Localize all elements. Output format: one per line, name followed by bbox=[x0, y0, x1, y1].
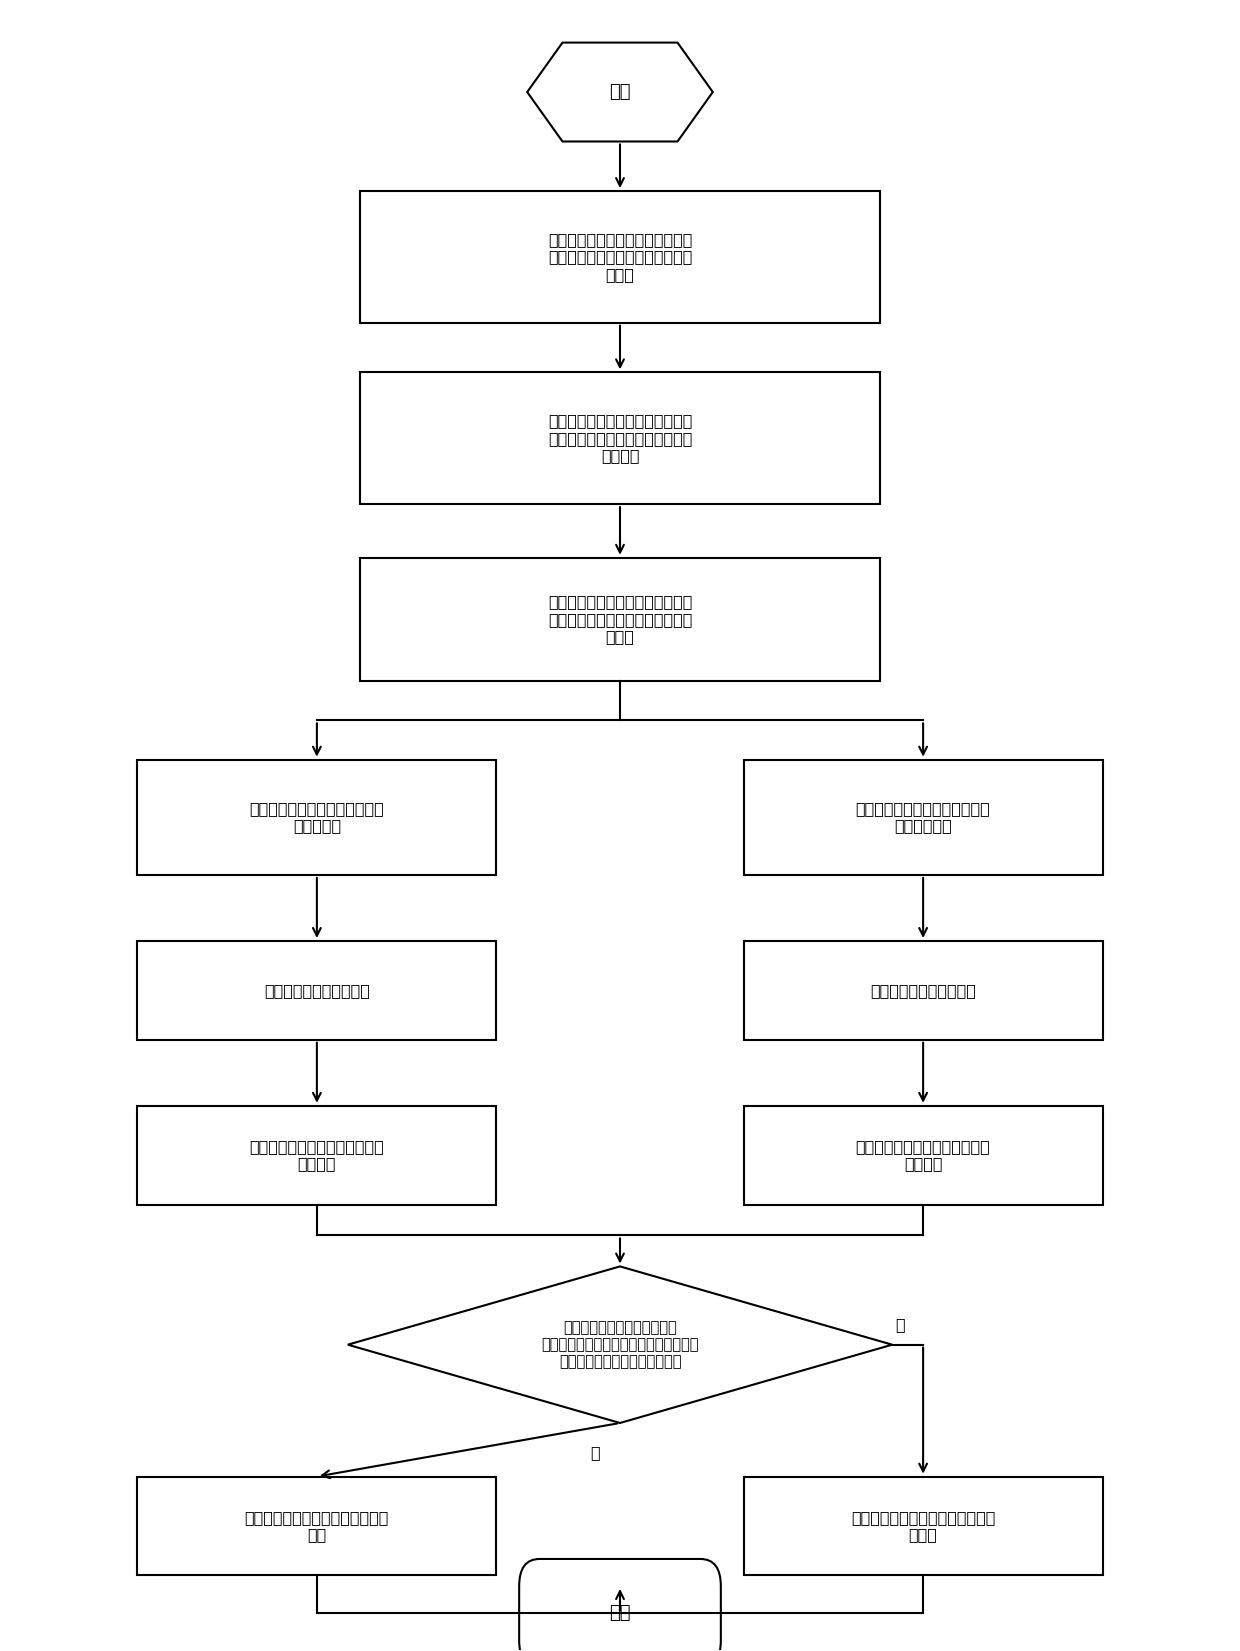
Text: 估计授权用户信号的协方差矩阵
的主特征向量: 估计授权用户信号的协方差矩阵 的主特征向量 bbox=[856, 801, 991, 834]
Text: 判定当前感知时隙内存在授权用户
信号: 判定当前感知时隙内存在授权用户 信号 bbox=[244, 1509, 389, 1542]
Bar bbox=[138, 759, 496, 875]
Bar bbox=[744, 1476, 1102, 1575]
Bar bbox=[138, 1106, 496, 1205]
Text: 是: 是 bbox=[590, 1445, 600, 1459]
Text: 计算当前感知时隙内接收到的信号
的协方差矩阵的最大特征值和主特
征向量: 计算当前感知时隙内接收到的信号 的协方差矩阵的最大特征值和主特 征向量 bbox=[548, 231, 692, 282]
Bar bbox=[744, 1106, 1102, 1205]
Bar bbox=[138, 941, 496, 1040]
Text: 在目标虚警概率下计算第二个判
决门限值: 在目标虚警概率下计算第二个判 决门限值 bbox=[856, 1139, 991, 1171]
Text: 开始: 开始 bbox=[609, 83, 631, 101]
Bar bbox=[360, 371, 880, 504]
Text: 估计高斯白噪声的协方差矩阵的
最大特征值: 估计高斯白噪声的协方差矩阵的 最大特征值 bbox=[249, 801, 384, 834]
Text: 比较第一个检验统计量值是否
大于第一个判决门限值或第二个检验统计
量值是否大于第二个判决门限值: 比较第一个检验统计量值是否 大于第一个判决门限值或第二个检验统计 量值是否大于第… bbox=[541, 1319, 699, 1370]
Bar bbox=[744, 759, 1102, 875]
Text: 计算过去感知时隙内接收到的信号
的协方差矩阵主特征向量之间的相
关系数: 计算过去感知时隙内接收到的信号 的协方差矩阵主特征向量之间的相 关系数 bbox=[548, 594, 692, 644]
FancyBboxPatch shape bbox=[520, 1559, 720, 1651]
Polygon shape bbox=[527, 43, 713, 142]
Text: 否: 否 bbox=[895, 1317, 905, 1332]
Text: 结束: 结束 bbox=[609, 1605, 631, 1623]
Polygon shape bbox=[347, 1266, 893, 1423]
Text: 在目标虚警概率下计算第一个判
决门限值: 在目标虚警概率下计算第一个判 决门限值 bbox=[249, 1139, 384, 1171]
Text: 判定当前感知时隙内不存在授权用
户信号: 判定当前感知时隙内不存在授权用 户信号 bbox=[851, 1509, 996, 1542]
Text: 计算第二个检验统计量值: 计算第二个检验统计量值 bbox=[870, 982, 976, 997]
Bar bbox=[360, 558, 880, 682]
Bar bbox=[360, 192, 880, 324]
Bar bbox=[744, 941, 1102, 1040]
Text: 计算第一个检验统计量值: 计算第一个检验统计量值 bbox=[264, 982, 370, 997]
Text: 计算每个过去感知时隙内接收到的
信号的协方差矩阵最大特征值及主
特征向量: 计算每个过去感知时隙内接收到的 信号的协方差矩阵最大特征值及主 特征向量 bbox=[548, 413, 692, 462]
Bar bbox=[138, 1476, 496, 1575]
